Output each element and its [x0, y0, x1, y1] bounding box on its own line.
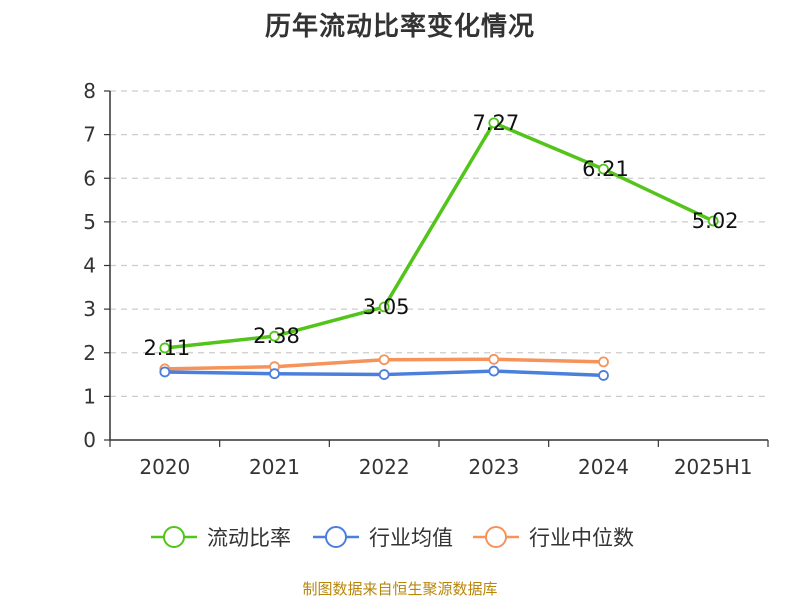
data-label: 2.38	[253, 324, 300, 348]
x-tick-label: 2023	[468, 455, 519, 479]
y-tick-label: 8	[83, 79, 96, 103]
y-tick-label: 1	[83, 384, 96, 408]
data-point	[269, 330, 280, 342]
chart-title: 历年流动比率变化情况	[264, 12, 535, 42]
data-label: 7.27	[472, 111, 519, 135]
data-point	[159, 342, 171, 354]
data-point	[378, 354, 390, 366]
y-tick-label: 2	[83, 341, 96, 365]
data-point	[159, 366, 171, 378]
data-point	[488, 365, 500, 377]
y-tick-label: 7	[83, 123, 96, 147]
data-point	[488, 117, 500, 129]
y-tick-label: 5	[83, 210, 96, 234]
data-label: 6.21	[582, 157, 629, 181]
legend-marker	[325, 526, 347, 548]
y-tick-label: 0	[83, 428, 96, 452]
data-point	[269, 368, 280, 380]
legend-marker	[485, 526, 507, 548]
legend-label: 行业均值	[369, 526, 453, 550]
data-label: 3.05	[363, 295, 410, 319]
source-note: 制图数据来自恒生聚源数据库	[302, 580, 498, 598]
x-tick-label: 2020	[139, 455, 190, 479]
data-point	[378, 369, 390, 380]
data-point	[598, 370, 609, 381]
legend-label: 流动比率	[207, 526, 291, 550]
data-point	[488, 353, 500, 365]
data-point	[598, 163, 609, 175]
x-tick-label: 2025H1	[674, 455, 753, 479]
x-tick-label: 2022	[359, 455, 410, 479]
y-tick-label: 4	[83, 254, 96, 278]
y-tick-label: 6	[83, 166, 96, 190]
y-tick-label: 3	[83, 297, 96, 321]
legend-label: 行业中位数	[529, 526, 634, 550]
data-point	[378, 301, 390, 313]
x-tick-label: 2024	[578, 455, 629, 479]
data-point	[598, 356, 609, 368]
x-tick-label: 2021	[249, 455, 300, 479]
data-point	[707, 215, 719, 227]
data-label: 5.02	[692, 209, 739, 233]
series-line	[163, 121, 715, 350]
data-label: 2.11	[143, 336, 190, 360]
legend-marker	[163, 526, 185, 548]
